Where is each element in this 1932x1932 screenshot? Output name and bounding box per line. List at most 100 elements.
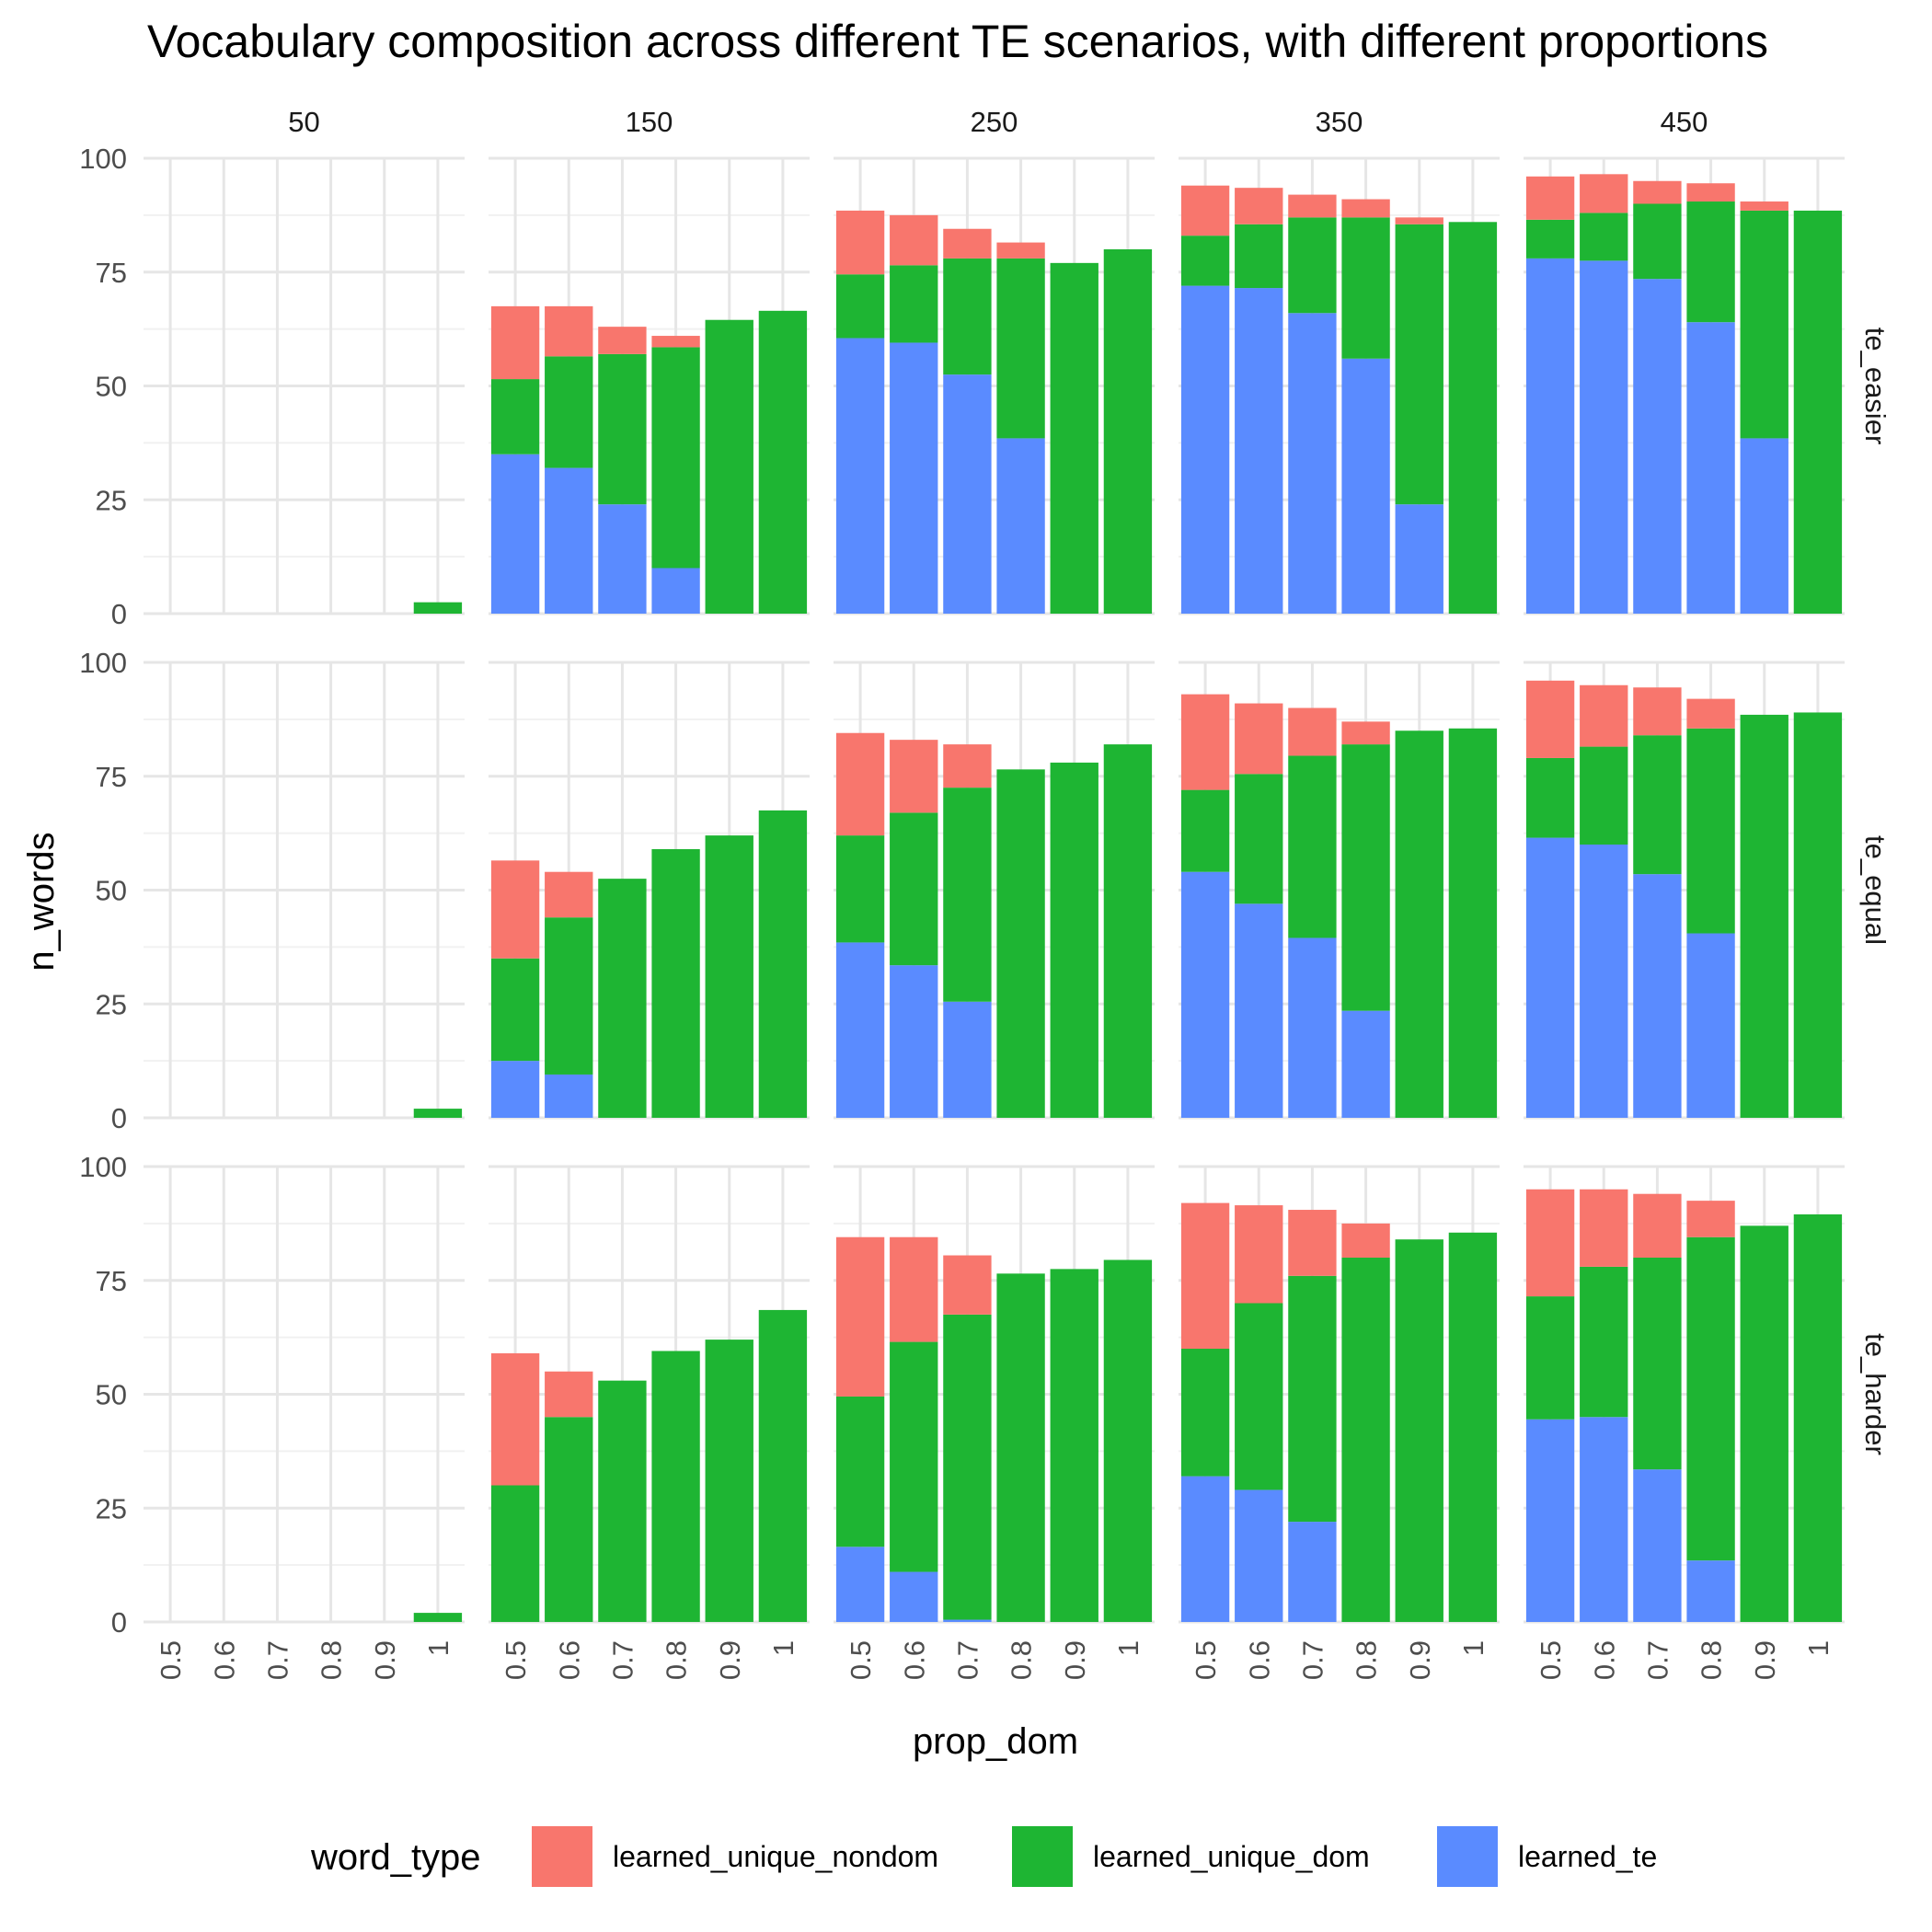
bar-learned_unique_dom <box>1050 262 1098 614</box>
bar-learned_unique_dom <box>1580 213 1628 261</box>
bar-learned_unique_dom <box>1525 219 1575 259</box>
bar-learned_unique_nondom <box>996 242 1045 259</box>
x-tick-label: 0.7 <box>606 1640 638 1680</box>
panel-te_equal-150 <box>490 810 808 1119</box>
bar-learned_te <box>1235 288 1283 614</box>
legend-label-learned_te: learned_te <box>1518 1840 1657 1873</box>
bar-learned_unique_dom <box>1740 1225 1788 1622</box>
bar-learned_te <box>1580 260 1628 615</box>
bar-learned_unique_dom <box>705 319 753 614</box>
bar-learned_unique_nondom <box>835 1236 885 1397</box>
panel-te_harder-150 <box>490 1309 808 1622</box>
bar-learned_unique_dom <box>1103 249 1153 614</box>
panel-te_equal-50 <box>413 1109 463 1118</box>
bar-learned_unique_nondom <box>1235 703 1283 775</box>
y-tick-label: 50 <box>96 371 127 403</box>
bar-learned_unique_nondom <box>1525 680 1575 758</box>
bar-learned_unique_dom <box>1288 755 1337 938</box>
bar-learned_unique_dom <box>413 1613 463 1622</box>
bar-learned_te <box>890 342 938 614</box>
legend-title: word_type <box>310 1837 481 1878</box>
bar-learned_te <box>1180 871 1230 1118</box>
bar-learned_unique_nondom <box>1341 199 1390 218</box>
bar-learned_te <box>1686 1560 1735 1622</box>
bar-learned_unique_dom <box>943 1314 992 1620</box>
panel-te_harder-50 <box>413 1613 463 1622</box>
bar-learned_te <box>1525 258 1575 614</box>
y-tick-label: 100 <box>79 647 127 679</box>
x-tick-label: 0.9 <box>1749 1640 1781 1680</box>
bar-learned_te <box>943 1619 992 1622</box>
x-tick-label: 0.8 <box>1351 1640 1383 1680</box>
bar-learned_unique_dom <box>651 347 700 569</box>
bar-learned_unique_dom <box>545 1417 593 1622</box>
bar-learned_te <box>835 1547 885 1622</box>
bar-learned_unique_dom <box>1235 1303 1283 1490</box>
bar-learned_te <box>890 965 938 1118</box>
bar-learned_te <box>835 338 885 614</box>
y-tick-label: 75 <box>96 257 127 289</box>
x-tick-label: 0.5 <box>155 1640 187 1680</box>
bar-learned_unique_nondom <box>890 1236 938 1342</box>
bar-learned_te <box>1341 358 1390 614</box>
x-tick-label: 1 <box>1802 1640 1834 1656</box>
bar-learned_unique_dom <box>490 1485 540 1622</box>
bar-learned_unique_dom <box>1395 224 1443 505</box>
facet-column-label: 150 <box>626 106 673 138</box>
bar-learned_unique_dom <box>943 788 992 1002</box>
x-tick-label: 0.7 <box>1296 1640 1328 1680</box>
bar-learned_unique_dom <box>1103 744 1153 1118</box>
y-tick-label: 75 <box>96 761 127 793</box>
bar-learned_unique_dom <box>705 835 753 1118</box>
bar-learned_te <box>1686 933 1735 1118</box>
bar-learned_unique_dom <box>490 379 540 454</box>
bar-learned_unique_dom <box>1580 746 1628 845</box>
x-tick-label: 0.9 <box>1404 1640 1436 1680</box>
bar-learned_unique_nondom <box>835 732 885 836</box>
bar-learned_te <box>890 1571 938 1622</box>
x-tick-label: 0.7 <box>951 1640 983 1680</box>
panel-te_equal-250 <box>835 732 1153 1118</box>
bar-learned_unique_dom <box>413 1109 463 1118</box>
bar-learned_te <box>1525 1419 1575 1622</box>
x-tick-label: 1 <box>422 1640 454 1656</box>
bar-learned_unique_dom <box>1050 1269 1098 1623</box>
facet-row-label: te_easier <box>1859 328 1892 445</box>
x-tick-label: 0.6 <box>898 1640 930 1680</box>
bar-learned_te <box>1580 1417 1628 1622</box>
bar-learned_unique_dom <box>598 1380 647 1622</box>
bar-learned_unique_dom <box>1793 1213 1843 1622</box>
x-tick-label: 0.8 <box>1006 1640 1038 1680</box>
bar-learned_unique_nondom <box>1288 1210 1337 1276</box>
x-tick-label: 0.8 <box>316 1640 348 1680</box>
panel-te_harder-450 <box>1525 1189 1843 1622</box>
legend-swatch-learned_unique_nondom <box>532 1826 592 1887</box>
bar-learned_unique_dom <box>835 835 885 943</box>
bar-learned_unique_dom <box>1686 201 1735 323</box>
bar-learned_te <box>1235 903 1283 1118</box>
bar-learned_te <box>1288 313 1337 614</box>
panel-grid <box>144 1165 465 1624</box>
x-tick-label: 0.9 <box>369 1640 401 1680</box>
y-tick-label: 50 <box>96 1379 127 1411</box>
bar-learned_unique_nondom <box>1525 1189 1575 1297</box>
bar-learned_unique_nondom <box>1686 1201 1735 1237</box>
bar-learned_unique_dom <box>890 1341 938 1572</box>
x-tick-label: 0.5 <box>500 1640 532 1680</box>
bar-learned_unique_dom <box>490 958 540 1062</box>
bar-learned_te <box>598 504 647 614</box>
bar-learned_unique_dom <box>413 602 463 615</box>
legend-label-learned_unique_dom: learned_unique_dom <box>1093 1840 1370 1873</box>
bar-learned_unique_dom <box>598 353 647 505</box>
bar-learned_te <box>545 467 593 614</box>
x-tick-label: 1 <box>1112 1640 1144 1656</box>
bar-learned_unique_nondom <box>545 871 593 918</box>
bar-learned_unique_nondom <box>1341 1223 1390 1259</box>
bar-learned_unique_dom <box>1180 236 1230 286</box>
x-tick-label: 0.6 <box>208 1640 240 1680</box>
bar-learned_unique_dom <box>996 769 1045 1118</box>
chart-title: Vocabulary composition across different … <box>147 16 1768 67</box>
x-tick-label: 0.6 <box>1243 1640 1275 1680</box>
y-tick-label: 100 <box>79 143 127 175</box>
